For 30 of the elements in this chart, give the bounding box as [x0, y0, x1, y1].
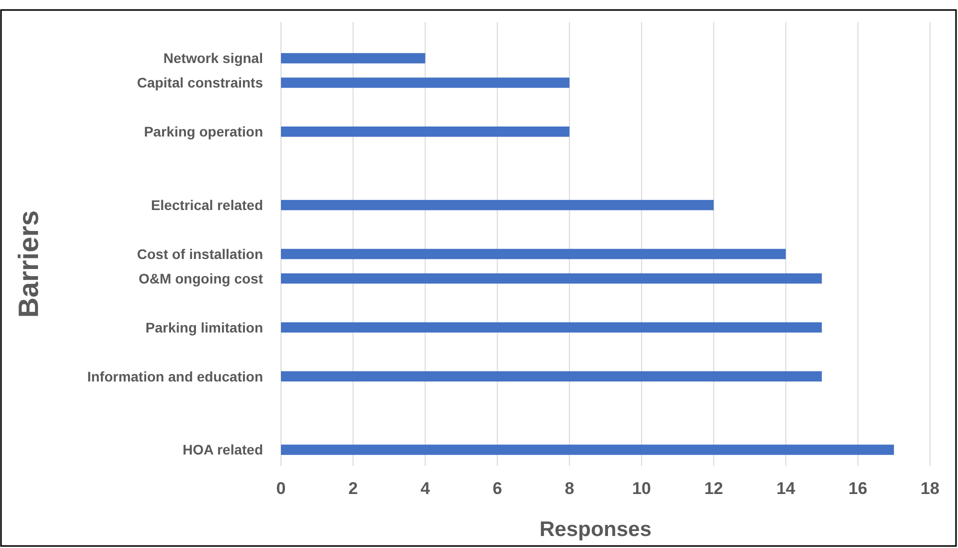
- bar: [281, 53, 426, 64]
- bar: [281, 126, 570, 137]
- x-tick-label: 8: [564, 479, 574, 498]
- bar: [281, 78, 570, 88]
- y-tick-label: Parking limitation: [146, 319, 263, 336]
- x-tick-label: 0: [276, 479, 286, 498]
- y-tick-label: Capital constraints: [136, 74, 264, 91]
- y-tick-label: Electrical related: [150, 196, 263, 213]
- y-axis-title: Barriers: [13, 210, 44, 318]
- bar: [281, 444, 894, 455]
- x-tick-label: 6: [492, 479, 502, 498]
- x-axis-title: Responses: [539, 518, 652, 541]
- bar: [281, 200, 714, 210]
- bar: [281, 322, 822, 333]
- x-tick-label: 4: [420, 479, 430, 498]
- x-tick-label: 14: [776, 479, 796, 498]
- bar: [281, 248, 786, 260]
- x-tick-label: 16: [848, 479, 868, 498]
- y-tick-label: HOA related: [182, 442, 263, 458]
- y-tick-label: Parking operation: [144, 124, 263, 140]
- x-tick-label: 2: [348, 479, 358, 498]
- y-tick-label: Information and education: [87, 368, 263, 384]
- y-tick-label: Cost of installation: [137, 246, 263, 262]
- y-tick-label: Network signal: [163, 50, 263, 66]
- x-tick-label: 12: [704, 479, 724, 498]
- bar: [281, 371, 822, 382]
- y-tick-label: O&M ongoing cost: [138, 270, 264, 286]
- x-tick-label: 18: [920, 479, 940, 498]
- x-tick-label: 10: [632, 479, 652, 498]
- bar: [281, 273, 822, 284]
